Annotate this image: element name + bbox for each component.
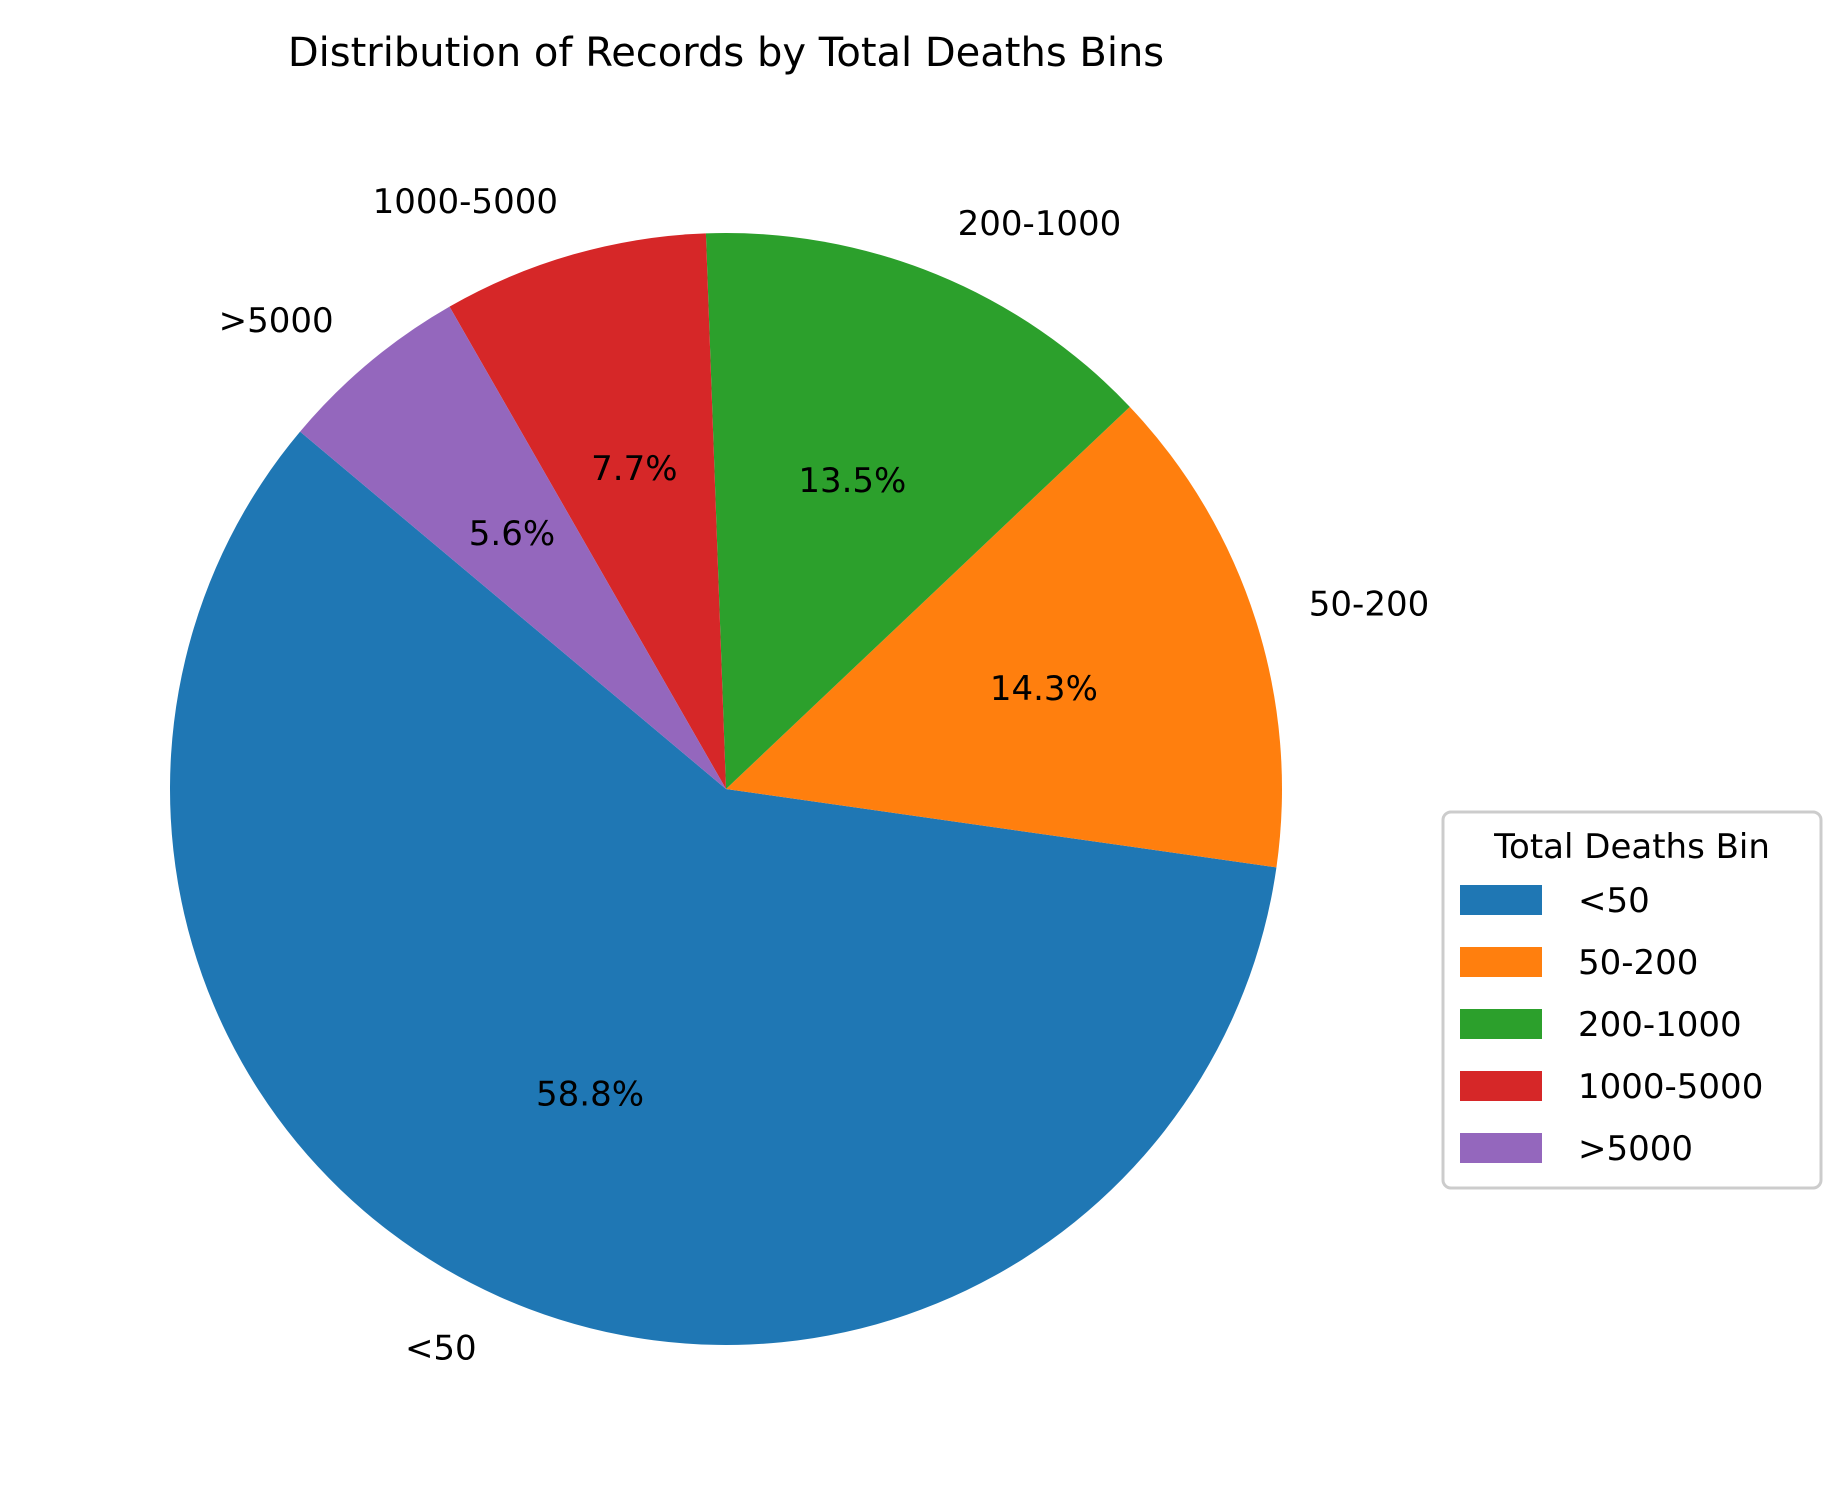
- percent-label-50-200: 14.3%: [990, 669, 1098, 709]
- legend-entry-200-1000: 200-1000: [1578, 1005, 1742, 1045]
- legend-swatch-gt-5000: [1460, 1133, 1542, 1163]
- slice-label-gt-5000: >5000: [219, 301, 334, 341]
- slice-lt-50: [169, 431, 1277, 1346]
- slice-gt-5000: [300, 306, 726, 789]
- legend-entry-1000-5000: 1000-5000: [1578, 1067, 1763, 1107]
- slice-label-200-1000: 200-1000: [958, 204, 1122, 244]
- legend: Total Deaths Bin <50 50-200 200-1000 1000-5…: [1441, 810, 1823, 1190]
- legend-swatch-lt-50: [1460, 885, 1542, 915]
- pie-slices: [169, 233, 1282, 1346]
- slice-label-lt-50: <50: [405, 1328, 477, 1368]
- slice-label-50-200: 50-200: [1309, 584, 1429, 624]
- slice-1000-5000: [449, 233, 726, 790]
- percent-label-lt-50: 58.8%: [536, 1075, 644, 1115]
- legend-entry-50-200: 50-200: [1578, 943, 1698, 983]
- legend-entries: <50 50-200 200-1000 1000-5000 >5000: [1460, 881, 1763, 1169]
- legend-title: Total Deaths Bin: [1493, 827, 1770, 867]
- percent-label-200-1000: 13.5%: [798, 461, 906, 501]
- slice-label-1000-5000: 1000-5000: [373, 182, 558, 222]
- slice-labels: <50 50-200 200-1000 1000-5000 >5000: [219, 182, 1430, 1369]
- percent-label-gt-5000: 5.6%: [469, 514, 555, 554]
- legend-swatch-50-200: [1460, 947, 1542, 977]
- percent-labels: 58.8% 14.3% 13.5% 7.7% 5.6%: [469, 449, 1098, 1114]
- legend-swatch-200-1000: [1460, 1009, 1542, 1039]
- legend-swatch-1000-5000: [1460, 1071, 1542, 1101]
- slice-50-200: [726, 406, 1282, 868]
- legend-entry-gt-5000: >5000: [1578, 1129, 1693, 1169]
- legend-entry-lt-50: <50: [1578, 881, 1650, 921]
- chart-title: Distribution of Records by Total Deaths …: [288, 30, 1164, 76]
- slice-200-1000: [705, 233, 1130, 789]
- percent-label-1000-5000: 7.7%: [591, 449, 677, 489]
